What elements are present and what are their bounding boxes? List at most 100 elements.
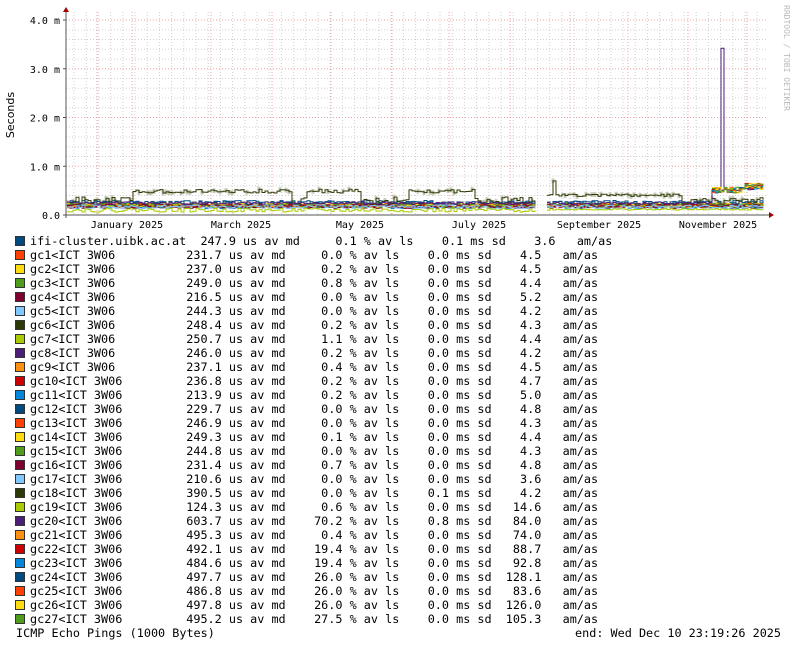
legend-median-unit: us av md bbox=[228, 486, 286, 500]
legend-am-unit: am/as bbox=[562, 542, 599, 556]
legend-loss-unit: % av ls bbox=[363, 234, 414, 248]
legend-name: gc4<ICT 3W06 bbox=[30, 290, 116, 304]
legend-am: 74.0 bbox=[512, 528, 542, 542]
legend-am-unit: am/as bbox=[562, 290, 599, 304]
x-tick-label: July 2025 bbox=[452, 220, 506, 231]
legend-median: 237.1 bbox=[186, 360, 222, 374]
legend-row: gc9<ICT 3W06 237.1 us av md 0.4 % av ls 0.0… bbox=[15, 360, 612, 374]
legend-loss-unit: % av ls bbox=[349, 500, 400, 514]
legend-sd-unit: ms sd bbox=[456, 598, 492, 612]
legend-median-unit: us av md bbox=[228, 360, 286, 374]
legend-row: gc4<ICT 3W06 216.5 us av md 0.0 % av ls 0.0… bbox=[15, 290, 612, 304]
legend-row: gc12<ICT 3W06 229.7 us av md 0.0 % av ls 0.… bbox=[15, 402, 612, 416]
legend-sd-unit: ms sd bbox=[456, 444, 492, 458]
legend-sd-unit: ms sd bbox=[456, 248, 492, 262]
legend-loss-unit: % av ls bbox=[349, 472, 400, 486]
legend-loss: 19.4 bbox=[314, 556, 343, 570]
x-axis-arrow bbox=[769, 212, 774, 218]
legend-median-unit: us av md bbox=[228, 542, 286, 556]
legend-loss-unit: % av ls bbox=[349, 556, 400, 570]
legend-median-unit: us av md bbox=[228, 458, 286, 472]
legend-median-unit: us av md bbox=[228, 332, 286, 346]
legend-median: 497.8 bbox=[186, 598, 222, 612]
legend-am-unit: am/as bbox=[562, 472, 599, 486]
legend-median-unit: us av md bbox=[228, 276, 286, 290]
legend-loss: 0.1 bbox=[335, 234, 357, 248]
legend-sd-unit: ms sd bbox=[456, 346, 492, 360]
legend-name: gc15<ICT 3W06 bbox=[30, 444, 123, 458]
legend-median: 244.3 bbox=[186, 304, 222, 318]
legend-sd: 0.0 bbox=[427, 612, 449, 626]
probe-description: ICMP Echo Pings (1000 Bytes) bbox=[16, 626, 215, 640]
legend-loss-unit: % av ls bbox=[349, 570, 400, 584]
legend-row: ifi-cluster.uibk.ac.at 247.9 us av md 0.1 … bbox=[15, 234, 612, 248]
legend-swatch bbox=[15, 530, 25, 540]
legend-median-unit: us av md bbox=[228, 528, 286, 542]
x-tick-label: May 2025 bbox=[336, 220, 384, 231]
latency-chart: 0.0 1.0 m 2.0 m 3.0 m 4.0 m January 2025 March… bbox=[4, 5, 791, 231]
legend-loss-unit: % av ls bbox=[349, 486, 400, 500]
y-axis-label: Seconds bbox=[4, 92, 17, 138]
legend-am-unit: am/as bbox=[562, 276, 599, 290]
x-tick-label: March 2025 bbox=[211, 220, 271, 231]
legend-name: gc5<ICT 3W06 bbox=[30, 304, 116, 318]
legend-sd-unit: ms sd bbox=[456, 304, 492, 318]
legend-loss-unit: % av ls bbox=[349, 276, 400, 290]
legend-am: 14.6 bbox=[512, 500, 542, 514]
legend-swatch bbox=[15, 474, 25, 484]
legend-am: 5.2 bbox=[520, 290, 542, 304]
series-lines bbox=[67, 47, 764, 213]
legend-loss: 0.0 bbox=[321, 290, 343, 304]
legend-sd-unit: ms sd bbox=[456, 542, 492, 556]
legend-sd: 0.0 bbox=[427, 556, 449, 570]
legend-sd-unit: ms sd bbox=[456, 360, 492, 374]
legend-am: 4.2 bbox=[520, 304, 542, 318]
legend-median: 213.9 bbox=[186, 388, 222, 402]
legend-loss-unit: % av ls bbox=[349, 248, 400, 262]
legend-am: 84.0 bbox=[512, 514, 542, 528]
legend-am-unit: am/as bbox=[562, 304, 599, 318]
legend-sd-unit: ms sd bbox=[456, 570, 492, 584]
x-tick-label: November 2025 bbox=[679, 220, 757, 231]
legend-am-unit: am/as bbox=[562, 514, 599, 528]
legend-median-unit: us av md bbox=[228, 388, 286, 402]
legend-loss: 70.2 bbox=[314, 514, 343, 528]
legend-loss-unit: % av ls bbox=[349, 374, 400, 388]
legend-loss: 0.0 bbox=[321, 416, 343, 430]
legend-sd: 0.0 bbox=[427, 458, 449, 472]
legend-name: gc14<ICT 3W06 bbox=[30, 430, 123, 444]
legend-median: 124.3 bbox=[186, 500, 222, 514]
legend-am-unit: am/as bbox=[562, 528, 599, 542]
legend-sd: 0.0 bbox=[427, 598, 449, 612]
legend-sd-unit: ms sd bbox=[456, 374, 492, 388]
legend-swatch bbox=[15, 516, 25, 526]
legend-name: gc7<ICT 3W06 bbox=[30, 332, 116, 346]
legend-am: 4.3 bbox=[520, 318, 542, 332]
legend-am: 3.6 bbox=[520, 472, 542, 486]
legend-sd-unit: ms sd bbox=[456, 262, 492, 276]
legend-loss: 19.4 bbox=[314, 542, 343, 556]
legend-sd-unit: ms sd bbox=[456, 402, 492, 416]
legend-swatch bbox=[15, 460, 25, 470]
legend-median-unit: us av md bbox=[228, 346, 286, 360]
legend-row: gc1<ICT 3W06 231.7 us av md 0.0 % av ls 0.0… bbox=[15, 248, 612, 262]
legend-am: 92.8 bbox=[512, 556, 542, 570]
y-tick-label: 0.0 bbox=[42, 211, 60, 222]
legend-name: gc6<ICT 3W06 bbox=[30, 318, 116, 332]
legend-am-unit: am/as bbox=[562, 248, 599, 262]
legend-median-unit: us av md bbox=[228, 374, 286, 388]
legend-swatch bbox=[15, 404, 25, 414]
legend-am-unit: am/as bbox=[562, 570, 599, 584]
series-line-gc18 bbox=[67, 180, 764, 205]
legend-am: 4.8 bbox=[520, 458, 542, 472]
legend-sd-unit: ms sd bbox=[456, 612, 492, 626]
legend-swatch bbox=[15, 586, 25, 596]
legend-am-unit: am/as bbox=[562, 332, 599, 346]
legend-loss-unit: % av ls bbox=[349, 318, 400, 332]
legend-loss-unit: % av ls bbox=[349, 444, 400, 458]
legend-row: gc2<ICT 3W06 237.0 us av md 0.2 % av ls 0.0… bbox=[15, 262, 612, 276]
legend-loss-unit: % av ls bbox=[349, 290, 400, 304]
legend-sd: 0.1 bbox=[441, 234, 464, 248]
y-tick-label: 2.0 m bbox=[30, 114, 60, 125]
legend-sd: 0.0 bbox=[427, 584, 449, 598]
